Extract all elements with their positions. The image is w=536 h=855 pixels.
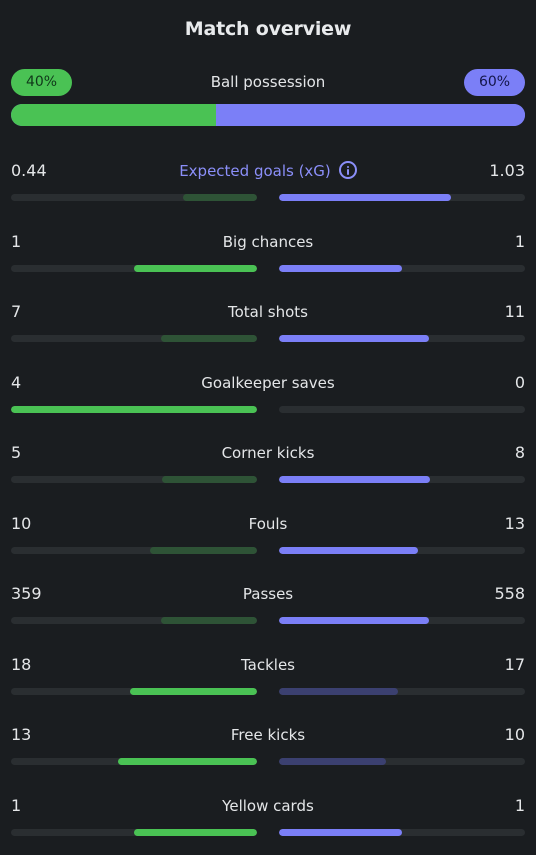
home-stat-track [11, 758, 257, 765]
home-stat-value: 359 [11, 584, 42, 603]
home-stat-bar [11, 406, 257, 413]
stat-label: Passes [11, 583, 525, 605]
stat-label-text: Expected goals (xG) [179, 162, 331, 180]
away-stat-bar [279, 829, 402, 836]
away-stat-value: 8 [514, 443, 525, 462]
stat-label-text: Free kicks [230, 726, 306, 744]
home-stat-track [11, 829, 257, 836]
stat-label: Corner kicks [11, 442, 525, 464]
stat-label-text: Corner kicks [221, 444, 315, 462]
stat-row: 10 Fouls 13 [11, 513, 525, 557]
stat-label-text: Yellow cards [222, 797, 314, 815]
possession-row: 40% Ball possession 60% [11, 69, 525, 96]
away-stat-value: 0 [514, 373, 525, 392]
home-stat-track [11, 265, 257, 272]
home-stat-track [11, 617, 257, 624]
possession-bar [11, 104, 525, 126]
stat-row: 7 Total shots 11 [11, 301, 525, 345]
home-possession-badge: 40% [11, 69, 72, 96]
away-stat-track [279, 265, 525, 272]
home-stat-value: 7 [11, 302, 22, 321]
away-stat-bar [279, 194, 452, 201]
away-stat-track [279, 617, 525, 624]
stat-label-text: Tackles [240, 656, 296, 674]
stat-label: Fouls [11, 513, 525, 535]
stat-row: 1 Big chances 1 [11, 231, 525, 275]
away-stat-bar [279, 547, 419, 554]
stat-row: 18 Tackles 17 [11, 654, 525, 698]
home-stat-track [11, 688, 257, 695]
stat-row: 13 Free kicks 10 [11, 724, 525, 768]
away-stat-track [279, 335, 525, 342]
away-stat-value: 1.03 [489, 161, 525, 180]
stat-label: Yellow cards [11, 795, 525, 817]
stat-label-text: Passes [242, 585, 294, 603]
home-stat-bar [130, 688, 257, 695]
home-stat-bar [161, 335, 257, 342]
home-stat-value: 10 [11, 514, 32, 533]
home-stat-track [11, 547, 257, 554]
away-stat-value: 10 [504, 725, 525, 744]
possession-home-fill [11, 104, 216, 126]
home-stat-bar [117, 758, 257, 765]
away-stat-track [279, 758, 525, 765]
away-stat-track [279, 829, 525, 836]
home-stat-value: 18 [11, 655, 32, 674]
away-stat-value: 1 [514, 796, 525, 815]
home-stat-value: 4 [11, 373, 22, 392]
away-stat-bar [279, 265, 402, 272]
home-stat-bar [183, 194, 257, 201]
home-stat-value: 0.44 [11, 161, 47, 180]
away-stat-track [279, 547, 525, 554]
possession-label: Ball possession [210, 73, 326, 91]
away-stat-bar [279, 476, 431, 483]
home-stat-bar [134, 829, 257, 836]
home-stat-value: 1 [11, 232, 22, 251]
away-stat-value: 13 [504, 514, 525, 533]
away-stat-bar [279, 335, 430, 342]
home-stat-bar [160, 617, 257, 624]
home-stat-track [11, 194, 257, 201]
stat-label-text: Big chances [222, 233, 314, 251]
away-stat-track [279, 194, 525, 201]
stat-label: Goalkeeper saves [11, 372, 525, 394]
stat-label: Tackles [11, 654, 525, 676]
stat-label: Free kicks [11, 724, 525, 746]
stat-label-text: Fouls [248, 515, 288, 533]
home-stat-bar [150, 547, 257, 554]
stat-row: 5 Corner kicks 8 [11, 442, 525, 486]
possession-away-fill [218, 104, 525, 126]
away-stat-track [279, 476, 525, 483]
stat-label-text: Total shots [228, 303, 308, 321]
stat-label: Total shots [11, 301, 525, 323]
home-stat-value: 1 [11, 796, 22, 815]
stat-label-text: Goalkeeper saves [201, 374, 335, 392]
page-title: Match overview [184, 18, 352, 40]
home-stat-track [11, 476, 257, 483]
away-stat-value: 11 [504, 302, 525, 321]
away-possession-badge: 60% [464, 69, 525, 96]
away-stat-track [279, 406, 525, 413]
home-stat-bar [134, 265, 257, 272]
away-stat-value: 17 [504, 655, 525, 674]
away-stat-bar [279, 758, 386, 765]
home-stat-bar [162, 476, 257, 483]
away-stat-value: 558 [494, 584, 525, 603]
stat-row: 0.44 Expected goals (xG) 1.03 [11, 160, 525, 204]
stat-row: 4 Goalkeeper saves 0 [11, 372, 525, 416]
stat-label: Big chances [11, 231, 525, 253]
home-stat-track [11, 335, 257, 342]
stat-row: 1 Yellow cards 1 [11, 795, 525, 839]
away-stat-bar [279, 617, 429, 624]
away-stat-track [279, 688, 525, 695]
stat-label[interactable]: Expected goals (xG) [11, 160, 525, 182]
home-stat-value: 13 [11, 725, 32, 744]
home-stat-track [11, 406, 257, 413]
away-stat-bar [279, 688, 399, 695]
away-stat-value: 1 [514, 232, 525, 251]
stat-row: 359 Passes 558 [11, 583, 525, 627]
info-icon[interactable] [338, 161, 357, 179]
home-stat-value: 5 [11, 443, 22, 462]
